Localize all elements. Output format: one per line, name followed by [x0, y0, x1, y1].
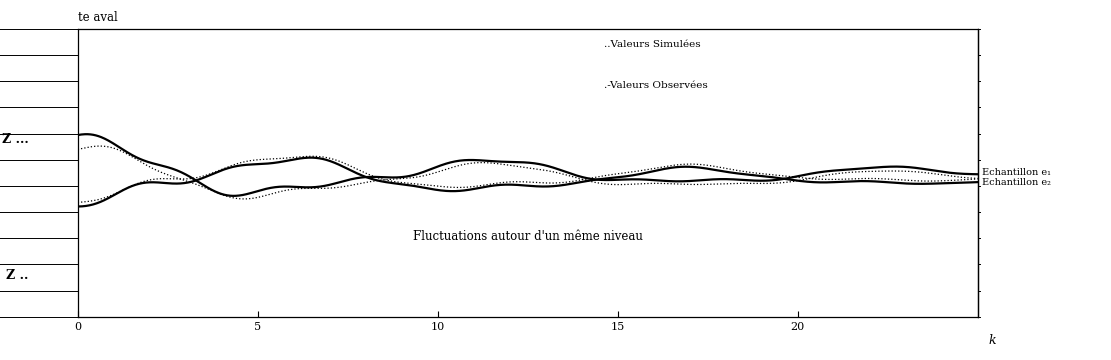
- Text: Fluctuations autour d'un même niveau: Fluctuations autour d'un même niveau: [413, 230, 642, 243]
- Text: ..Valeurs Simulées: ..Valeurs Simulées: [604, 40, 701, 49]
- Text: te aval: te aval: [78, 12, 118, 24]
- Text: Z ..: Z ..: [6, 269, 28, 282]
- Text: .-Valeurs Observées: .-Valeurs Observées: [604, 81, 708, 90]
- Text: k: k: [989, 334, 997, 347]
- Text: Echantillon e₁: Echantillon e₁: [982, 168, 1051, 177]
- Text: Z ...: Z ...: [1, 134, 28, 147]
- Text: Echantillon e₂: Echantillon e₂: [982, 178, 1051, 187]
